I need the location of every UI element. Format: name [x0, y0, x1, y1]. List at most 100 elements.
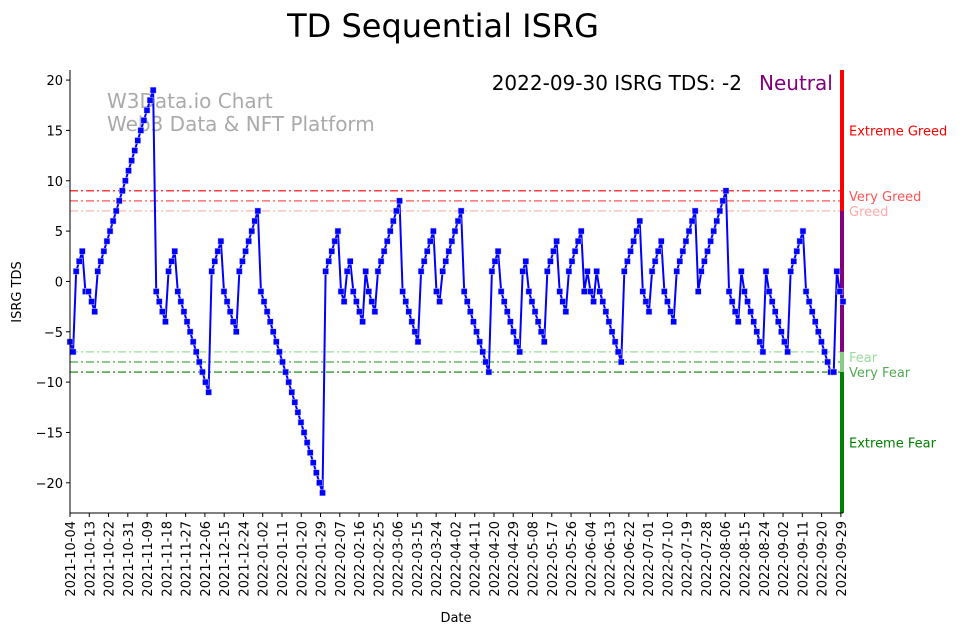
data-point [639, 288, 647, 295]
data-point [423, 247, 431, 255]
data-point [100, 247, 108, 255]
data-point [596, 288, 603, 295]
data-point [624, 258, 631, 265]
data-point [202, 378, 209, 386]
data-point [516, 348, 523, 356]
data-point [753, 328, 761, 336]
data-point [550, 247, 557, 255]
data-point [621, 268, 628, 275]
x-tick-label: 2022-07-19 [681, 521, 696, 597]
data-point [214, 247, 222, 255]
data-point [393, 207, 400, 215]
x-tick-label: 2022-01-29 [315, 521, 330, 597]
data-point [584, 268, 591, 275]
data-point [417, 268, 425, 275]
data-point [704, 247, 711, 255]
zone-label: Fear [849, 351, 878, 366]
x-tick-label: 2022-09-20 [816, 521, 831, 597]
x-tick-label: 2022-01-11 [276, 521, 291, 597]
watermark: W3Data.io Chart Web3 Data & NFT Platform [107, 89, 375, 136]
x-tick-label: 2022-05-17 [546, 521, 561, 597]
data-point [553, 237, 560, 245]
data-point [328, 247, 336, 255]
data-point [778, 328, 785, 336]
data-point [790, 258, 797, 265]
data-point [830, 368, 838, 376]
data-point [768, 298, 776, 305]
data-point [189, 338, 197, 346]
data-point [103, 237, 111, 245]
data-point [648, 268, 656, 275]
x-tick-label: 2022-08-24 [758, 521, 773, 597]
data-point [180, 308, 188, 315]
data-point [288, 388, 295, 396]
latest-value-annotation: 2022-09-30 ISRG TDS: -2 [492, 71, 742, 95]
data-point [383, 237, 391, 245]
data-point [771, 308, 779, 315]
data-point [377, 258, 385, 265]
data-point [670, 318, 677, 325]
x-tick-label: 2022-01-20 [295, 521, 310, 597]
axes [69, 70, 843, 514]
x-tick-label: 2022-04-11 [469, 521, 484, 597]
data-point [651, 258, 659, 265]
x-tick-label: 2022-02-07 [334, 521, 349, 597]
data-point [608, 328, 616, 336]
data-point [815, 328, 822, 336]
data-point [276, 348, 283, 356]
data-point [547, 258, 554, 265]
data-point [350, 288, 357, 295]
data-point [193, 348, 200, 356]
data-point [695, 288, 702, 295]
zone-label: Extreme Greed [849, 124, 947, 139]
data-point [738, 268, 745, 275]
data-point [236, 268, 243, 275]
data-point [571, 247, 579, 255]
data-point [500, 298, 508, 305]
data-point [303, 439, 311, 446]
data-point [97, 258, 105, 265]
data-point [467, 308, 474, 315]
sentiment-zone-bar [840, 70, 844, 513]
data-point [602, 308, 610, 315]
data-point [799, 227, 807, 235]
data-point [411, 328, 419, 336]
data-point [140, 117, 148, 124]
data-point [513, 338, 520, 346]
data-point [368, 298, 376, 305]
data-point [679, 247, 687, 255]
data-point [460, 288, 468, 295]
x-tick-label: 2022-07-01 [642, 521, 657, 597]
data-point [587, 288, 594, 295]
data-point [374, 268, 382, 275]
data-point [507, 318, 514, 325]
data-point [494, 247, 502, 255]
data-point [833, 268, 841, 275]
data-point [824, 358, 831, 366]
data-point [347, 258, 354, 265]
data-point [282, 368, 289, 376]
x-tick-label: 2022-05-08 [527, 521, 542, 597]
data-point [334, 227, 342, 235]
data-point [186, 328, 194, 336]
data-point [645, 308, 653, 315]
x-tick-label: 2021-12-15 [218, 521, 233, 597]
x-tick-label: 2021-10-31 [122, 521, 137, 597]
data-point [143, 107, 151, 114]
x-tick-label: 2022-07-10 [661, 521, 676, 597]
data-point [605, 318, 613, 325]
data-point [128, 157, 135, 164]
data-point [279, 358, 286, 366]
zone-label: Extreme Fear [849, 437, 937, 452]
x-tick-label: 2022-09-29 [835, 521, 850, 597]
data-point [451, 227, 459, 235]
x-tick-label: 2022-03-24 [430, 521, 445, 597]
data-point [88, 298, 95, 305]
data-point [725, 288, 733, 295]
data-point [479, 348, 486, 356]
data-point [654, 247, 662, 255]
data-point [525, 288, 533, 295]
data-point [106, 227, 114, 235]
data-point [112, 207, 120, 215]
